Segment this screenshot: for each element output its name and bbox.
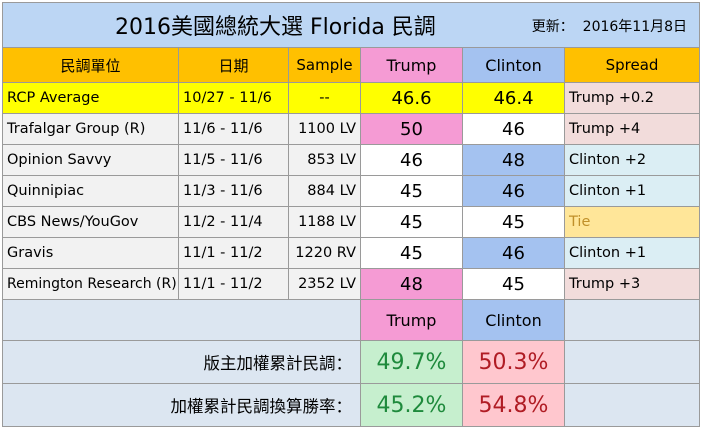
weighted-poll-label: 版主加權累計民調： — [2, 340, 361, 384]
date-cell: 11/5 - 11/6 — [178, 144, 289, 176]
table-row: Remington Research (R) 11/1 - 11/2 2352 … — [2, 268, 701, 300]
trump-cell: 45 — [360, 237, 463, 269]
header-date: 日期 — [178, 47, 289, 83]
spread-cell: Trump +3 — [563, 268, 701, 300]
table-row: Gravis 11/1 - 11/2 1220 RV 45 46 Clinton… — [2, 237, 701, 269]
trump-cell: 48 — [360, 268, 463, 300]
pollster-cell: RCP Average — [2, 82, 179, 114]
table-row: CBS News/YouGov 11/2 - 11/4 1188 LV 45 4… — [2, 206, 701, 238]
clinton-cell: 45 — [462, 268, 565, 300]
win-rate-clinton-value: 54.8% — [462, 383, 565, 427]
clinton-cell: 46.4 — [462, 82, 565, 114]
trump-cell: 46 — [360, 144, 463, 176]
date-cell: 11/3 - 11/6 — [178, 175, 289, 207]
pollster-cell: Opinion Savvy — [2, 144, 179, 176]
table-row: RCP Average 10/27 - 11/6 -- 46.6 46.4 Tr… — [2, 82, 701, 114]
table-row: Opinion Savvy 11/5 - 11/6 853 LV 46 48 C… — [2, 144, 701, 176]
clinton-cell: 45 — [462, 206, 565, 238]
spread-cell: Clinton +1 — [563, 175, 701, 207]
trump-cell: 45 — [360, 175, 463, 207]
spread-cell: Tie — [563, 206, 701, 238]
date-cell: 11/1 - 11/2 — [178, 268, 289, 300]
spread-cell: Trump +0.2 — [563, 82, 701, 114]
clinton-cell: 46 — [462, 237, 565, 269]
win-rate-trump-value: 45.2% — [360, 383, 463, 427]
summary-trump-label: Trump — [360, 299, 463, 341]
pollster-cell: Quinnipiac — [2, 175, 179, 207]
updated-info: 更新： 2016年11月8日 — [532, 16, 687, 36]
date-cell: 11/1 - 11/2 — [178, 237, 289, 269]
weighted-poll-row: 版主加權累計民調： 49.7% 50.3% — [2, 340, 701, 384]
date-cell: 11/2 - 11/4 — [178, 206, 289, 238]
trump-cell: 45 — [360, 206, 463, 238]
header-row: 民調單位 日期 Sample Trump Clinton Spread — [2, 47, 701, 83]
spread-cell: Trump +4 — [563, 113, 701, 145]
sample-cell: 1100 LV — [288, 113, 361, 145]
poll-table: 2016美國總統大選 Florida 民調 更新： 2016年11月8日 民調單… — [1, 2, 701, 427]
trump-cell: 46.6 — [360, 82, 463, 114]
updated-date: 2016年11月8日 — [582, 19, 688, 35]
title-row: 2016美國總統大選 Florida 民調 更新： 2016年11月8日 — [1, 2, 701, 48]
summary-header-row: Trump Clinton — [2, 299, 701, 341]
win-rate-label: 加權累計民調換算勝率： — [2, 383, 361, 427]
sample-cell: 2352 LV — [288, 268, 361, 300]
summary-blank-cell — [563, 383, 701, 427]
spread-cell: Clinton +1 — [563, 237, 701, 269]
pollster-cell: Trafalgar Group (R) — [2, 113, 179, 145]
sample-cell: 884 LV — [288, 175, 361, 207]
sample-cell: 1188 LV — [288, 206, 361, 238]
date-cell: 11/6 - 11/6 — [178, 113, 289, 145]
clinton-cell: 48 — [462, 144, 565, 176]
win-rate-row: 加權累計民調換算勝率： 45.2% 54.8% — [2, 383, 701, 427]
weighted-trump-value: 49.7% — [360, 340, 463, 384]
table-row: Quinnipiac 11/3 - 11/6 884 LV 45 46 Clin… — [2, 175, 701, 207]
sample-cell: -- — [288, 82, 361, 114]
pollster-cell: Remington Research (R) — [2, 268, 179, 300]
header-spread: Spread — [563, 47, 701, 83]
summary-blank-cell — [563, 299, 701, 341]
trump-cell: 50 — [360, 113, 463, 145]
header-clinton: Clinton — [462, 47, 565, 83]
sample-cell: 853 LV — [288, 144, 361, 176]
title-cell: 2016美國總統大選 Florida 民調 更新： 2016年11月8日 — [1, 2, 701, 48]
header-sample: Sample — [288, 47, 361, 83]
pollster-cell: Gravis — [2, 237, 179, 269]
summary-clinton-label: Clinton — [462, 299, 565, 341]
spread-cell: Clinton +2 — [563, 144, 701, 176]
clinton-cell: 46 — [462, 113, 565, 145]
weighted-clinton-value: 50.3% — [462, 340, 565, 384]
header-pollster: 民調單位 — [2, 47, 179, 83]
date-cell: 10/27 - 11/6 — [178, 82, 289, 114]
summary-blank-cell — [563, 340, 701, 384]
page-title: 2016美國總統大選 Florida 民調 — [115, 15, 436, 40]
table-row: Trafalgar Group (R) 11/6 - 11/6 1100 LV … — [2, 113, 701, 145]
clinton-cell: 46 — [462, 175, 565, 207]
header-trump: Trump — [360, 47, 463, 83]
summary-blank-cell — [2, 299, 361, 341]
sample-cell: 1220 RV — [288, 237, 361, 269]
updated-label: 更新： — [531, 19, 574, 35]
pollster-cell: CBS News/YouGov — [2, 206, 179, 238]
